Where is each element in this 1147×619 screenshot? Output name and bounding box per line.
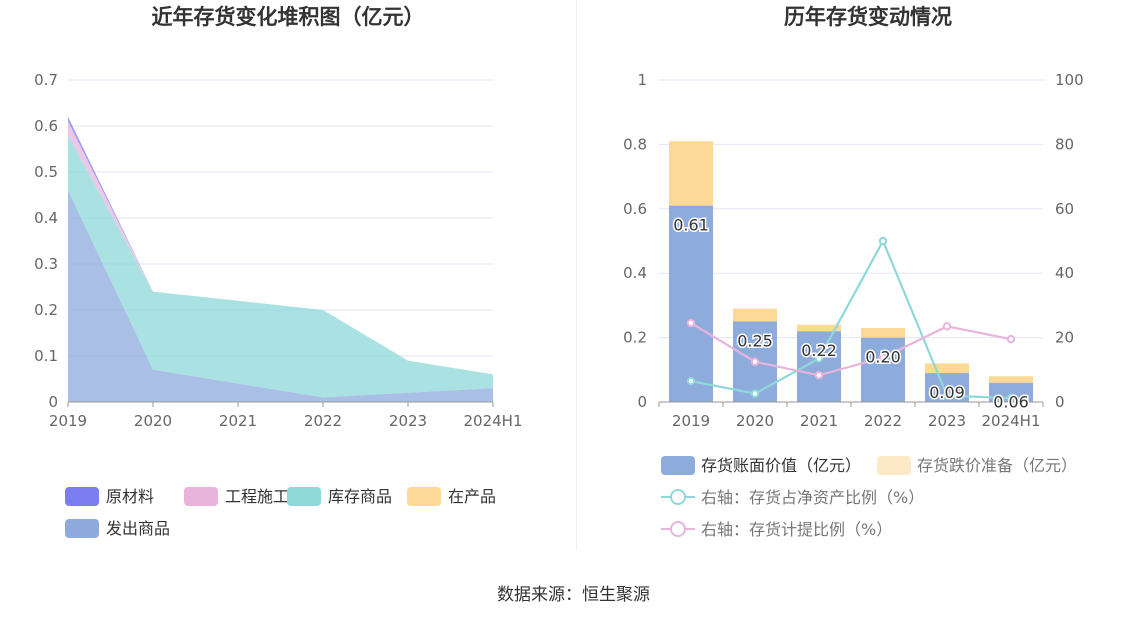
y-tick-label: 0.4 bbox=[34, 209, 58, 227]
legend-label: 工程施工 bbox=[225, 487, 289, 506]
line-右轴：存货占净资产比例（%） bbox=[690, 238, 1012, 400]
legend-swatch bbox=[661, 456, 695, 475]
stacked-area-chart: 近年存货变化堆积图（亿元） 0 0.1 0.2 0.3 0.4 0.5 0.6 0.7 2019 2… bbox=[34, 5, 523, 538]
bar-存货账面价值（亿元） bbox=[669, 205, 713, 402]
bar-value-label: 0.20 bbox=[865, 348, 901, 367]
bar-存货跌价准备（亿元） bbox=[797, 324, 841, 332]
x-tick-label: 2020 bbox=[134, 412, 172, 430]
line-point bbox=[686, 318, 696, 328]
chart-title: 近年存货变化堆积图（亿元） bbox=[152, 5, 425, 29]
legend-label: 存货账面价值（亿元） bbox=[701, 456, 861, 475]
line-point bbox=[878, 353, 888, 362]
line-point bbox=[814, 371, 824, 380]
line-point bbox=[814, 354, 824, 363]
legend-marker bbox=[670, 521, 686, 537]
y-left-tick-label: 1 bbox=[637, 71, 647, 89]
y-tick-label: 0.1 bbox=[34, 347, 58, 365]
bar-存货跌价准备（亿元） bbox=[669, 141, 713, 206]
bar-存货账面价值（亿元） bbox=[861, 337, 905, 402]
y-tick-label: 0.5 bbox=[34, 163, 58, 181]
y-tick-label: 0.2 bbox=[34, 301, 58, 319]
line-point bbox=[750, 389, 760, 398]
legend-swatch bbox=[65, 519, 99, 538]
x-tick-label: 2022 bbox=[304, 412, 342, 430]
y-right-tick-label: 100 bbox=[1055, 71, 1084, 89]
y-left-tick-label: 0.6 bbox=[623, 200, 647, 218]
area-库存商品 bbox=[68, 135, 493, 398]
line-point bbox=[942, 391, 952, 400]
y-tick-label: 0 bbox=[48, 393, 58, 411]
x-tick-label: 2020 bbox=[736, 412, 774, 430]
legend-label: 右轴：存货计提比例（%） bbox=[701, 520, 892, 539]
x-tick-label: 2022 bbox=[864, 412, 902, 430]
y-right-tick-label: 40 bbox=[1055, 264, 1074, 282]
line-point bbox=[878, 236, 888, 246]
line-point bbox=[1006, 393, 1016, 403]
bar-存货跌价准备（亿元） bbox=[989, 376, 1033, 383]
inventory-bar-line-chart: 历年存货变动情况 0 0.2 0.4 0.6 0.8 1 0 20 40 60 80 100 2019 20… bbox=[623, 5, 1084, 539]
bar-存货跌价准备（亿元） bbox=[925, 363, 969, 374]
y-left-tick-label: 0 bbox=[637, 393, 647, 411]
line-右轴：存货计提比例（%） bbox=[690, 322, 1012, 377]
bar-value-label: 0.06 bbox=[993, 393, 1029, 412]
x-tick-label: 2024H1 bbox=[464, 412, 523, 430]
y-left-tick-label: 0.2 bbox=[623, 329, 647, 347]
legend-swatch bbox=[877, 456, 911, 475]
bar-value-label: 0.25 bbox=[737, 332, 773, 351]
legend-swatch bbox=[184, 487, 218, 506]
y-right-tick-label: 0 bbox=[1055, 393, 1065, 411]
bar-存货跌价准备（亿元） bbox=[861, 327, 905, 338]
legend-swatch bbox=[407, 487, 441, 506]
y-left-tick-label: 0.8 bbox=[623, 135, 647, 153]
y-right-tick-label: 20 bbox=[1055, 329, 1074, 347]
y-tick-label: 0.7 bbox=[34, 71, 58, 89]
y-tick-label: 0.6 bbox=[34, 117, 58, 135]
legend-label: 右轴：存货占净资产比例（%） bbox=[701, 488, 924, 507]
line-point bbox=[942, 322, 952, 331]
data-source: 数据来源：恒生聚源 bbox=[497, 585, 650, 605]
x-tick-label: 2021 bbox=[800, 412, 838, 430]
x-tick-label: 2023 bbox=[389, 412, 427, 430]
legend-label: 库存商品 bbox=[328, 487, 392, 506]
x-tick-label: 2021 bbox=[219, 412, 257, 430]
line-point bbox=[750, 357, 760, 366]
legend-swatch bbox=[287, 487, 321, 506]
legend-label: 发出商品 bbox=[106, 519, 170, 538]
panel-divider bbox=[576, 0, 577, 550]
line-point bbox=[686, 376, 696, 386]
x-tick-label: 2019 bbox=[49, 412, 87, 430]
legend-label: 存货跌价准备（亿元） bbox=[917, 456, 1077, 475]
y-tick-label: 0.3 bbox=[34, 255, 58, 273]
y-right-tick-label: 80 bbox=[1055, 135, 1074, 153]
y-left-tick-label: 0.4 bbox=[623, 264, 647, 282]
bar-value-label: 0.09 bbox=[929, 383, 965, 402]
x-tick-label: 2019 bbox=[672, 412, 710, 430]
x-tick-label: 2024H1 bbox=[982, 412, 1041, 430]
legend-marker bbox=[670, 489, 686, 505]
area-发出商品 bbox=[68, 190, 493, 402]
legend-label: 原材料 bbox=[106, 487, 154, 506]
legend-swatch bbox=[65, 487, 99, 506]
line-point bbox=[1006, 335, 1016, 344]
legend-label: 在产品 bbox=[448, 487, 496, 506]
bar-value-label: 0.61 bbox=[673, 216, 709, 235]
bar-value-label: 0.22 bbox=[801, 341, 837, 360]
x-tick-label: 2023 bbox=[928, 412, 966, 430]
y-right-tick-label: 60 bbox=[1055, 200, 1074, 218]
chart-title: 历年存货变动情况 bbox=[784, 5, 952, 29]
bar-存货跌价准备（亿元） bbox=[733, 308, 777, 322]
